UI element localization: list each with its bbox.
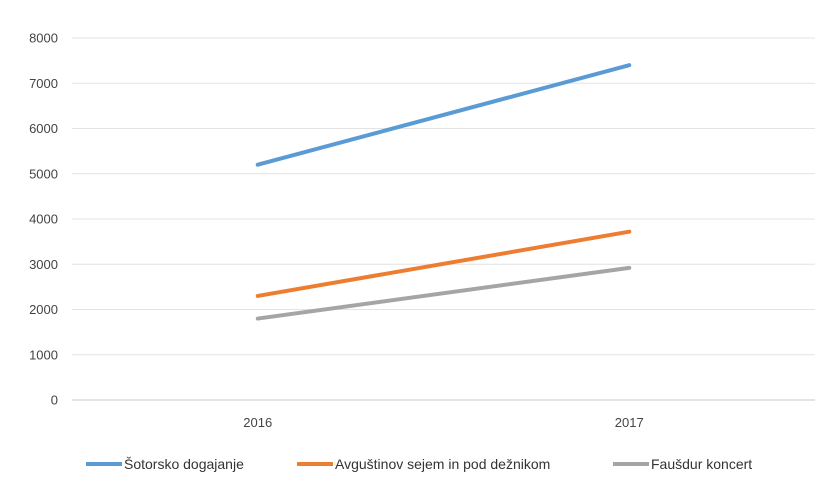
y-tick-label: 1000 [29, 347, 58, 362]
y-tick-label: 5000 [29, 166, 58, 181]
y-tick-label: 0 [51, 393, 58, 408]
series-line-1 [255, 63, 632, 167]
legend-label: Faušdur koncert [651, 456, 752, 472]
legend-label: Šotorsko dogajanje [124, 456, 244, 472]
y-tick-label: 2000 [29, 302, 58, 317]
y-tick-label: 6000 [29, 121, 58, 136]
series-line-3 [255, 265, 632, 321]
series-lines [255, 63, 632, 321]
y-tick-label: 7000 [29, 76, 58, 91]
legend-label: Avguštinov sejem in pod dežnikom [335, 456, 550, 472]
x-tick-label: 2016 [243, 415, 272, 430]
series-line-2 [255, 229, 632, 298]
y-tick-label: 4000 [29, 212, 58, 227]
x-tick-label: 2017 [615, 415, 644, 430]
gridlines [72, 37, 815, 401]
legend: Šotorsko dogajanje Avguštinov sejem in po… [86, 456, 752, 472]
y-tick-label: 8000 [29, 31, 58, 46]
axes: 0 1000 2000 3000 4000 5000 6000 7000 8000 2016 201… [29, 31, 644, 431]
y-tick-label: 3000 [29, 257, 58, 272]
